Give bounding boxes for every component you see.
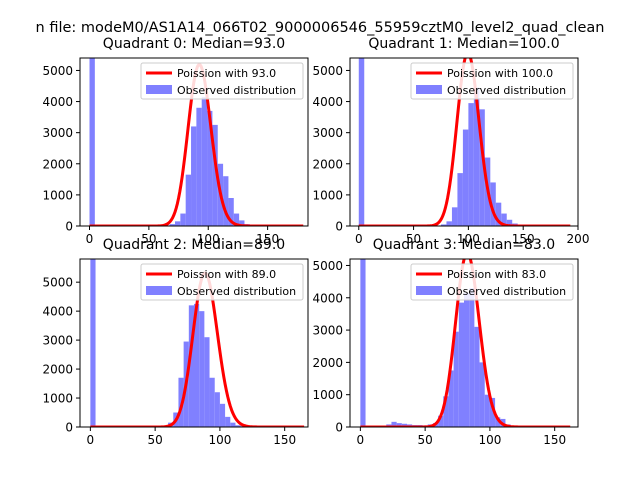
histogram-bar xyxy=(191,126,196,226)
legend-label-observed: Observed distribution xyxy=(177,84,296,97)
histogram-bar xyxy=(360,259,365,427)
histogram-bar xyxy=(180,214,185,226)
legend-label-poisson: Poission with 93.0 xyxy=(177,67,276,80)
y-tick-label: 0 xyxy=(65,220,73,234)
x-tick-label: 150 xyxy=(273,433,296,447)
histogram-bar xyxy=(90,58,95,226)
x-tick-label: 150 xyxy=(543,433,566,447)
x-tick-label: 200 xyxy=(567,232,590,246)
y-tick-label: 2000 xyxy=(312,356,343,370)
legend-patch-observed xyxy=(146,286,172,295)
histogram-bar xyxy=(464,293,469,427)
legend-patch-observed xyxy=(416,286,442,295)
y-tick-label: 2000 xyxy=(312,157,343,171)
histogram-bar xyxy=(463,130,468,226)
histogram-bar xyxy=(199,311,204,427)
subplot-title: Quadrant 0: Median=93.0 xyxy=(103,36,285,52)
x-tick-label: 0 xyxy=(357,433,365,447)
x-tick-label: 50 xyxy=(417,433,432,447)
y-tick-label: 0 xyxy=(335,220,343,234)
legend-patch-observed xyxy=(146,85,172,94)
histogram-bar xyxy=(215,392,220,427)
y-tick-label: 5000 xyxy=(312,259,343,273)
histogram-bar xyxy=(230,423,235,427)
y-tick-label: 3000 xyxy=(42,126,73,140)
figure-suptitle: n file: modeM0/AS1A14_066T02_9000006546_… xyxy=(36,20,605,36)
y-tick-label: 5000 xyxy=(42,276,73,290)
histogram-bar xyxy=(474,327,479,427)
histogram-bar xyxy=(220,404,225,427)
histogram-bar xyxy=(446,221,451,226)
y-tick-label: 1000 xyxy=(312,188,343,202)
histogram-bar xyxy=(175,221,180,226)
y-tick-label: 1000 xyxy=(42,188,73,202)
histogram-bar xyxy=(359,58,364,226)
legend-label-observed: Observed distribution xyxy=(447,84,566,97)
histogram-bar xyxy=(90,259,95,427)
histogram-bar xyxy=(480,362,485,427)
histogram-bar xyxy=(457,173,462,226)
subplot-title: Quadrant 3: Median=83.0 xyxy=(373,237,555,253)
histogram-bar xyxy=(459,303,464,427)
y-tick-label: 4000 xyxy=(42,305,73,319)
histogram-bar xyxy=(210,378,215,427)
histogram-bar xyxy=(468,103,473,226)
histogram-bar xyxy=(196,108,201,226)
legend-label-poisson: Poission with 89.0 xyxy=(177,268,276,281)
legend-label-observed: Observed distribution xyxy=(447,285,566,298)
y-tick-label: 5000 xyxy=(42,64,73,78)
legend-label-poisson: Poission with 100.0 xyxy=(447,67,553,80)
y-tick-label: 4000 xyxy=(42,95,73,109)
x-tick-label: 0 xyxy=(355,232,363,246)
x-tick-label: 0 xyxy=(87,433,95,447)
y-tick-label: 1000 xyxy=(312,388,343,402)
histogram-bar xyxy=(225,417,230,427)
y-tick-label: 4000 xyxy=(312,291,343,305)
histogram-bar xyxy=(186,175,191,226)
x-tick-label: 50 xyxy=(147,433,162,447)
histogram-bar xyxy=(202,97,207,226)
histogram-bar xyxy=(204,337,209,427)
y-tick-label: 3000 xyxy=(312,324,343,338)
y-tick-label: 2000 xyxy=(42,157,73,171)
y-tick-label: 0 xyxy=(335,421,343,435)
histogram-bar xyxy=(452,207,457,226)
y-tick-label: 2000 xyxy=(42,363,73,377)
y-tick-label: 3000 xyxy=(312,126,343,140)
y-tick-label: 5000 xyxy=(312,64,343,78)
legend-label-observed: Observed distribution xyxy=(177,285,296,298)
histogram-bar xyxy=(469,288,474,427)
x-tick-label: 0 xyxy=(86,232,94,246)
legend-patch-observed xyxy=(416,85,442,94)
histogram-bar xyxy=(485,395,490,427)
y-tick-label: 1000 xyxy=(42,392,73,406)
subplot-title: Quadrant 2: Median=89.0 xyxy=(103,237,285,253)
y-tick-label: 4000 xyxy=(312,95,343,109)
x-tick-label: 100 xyxy=(208,433,231,447)
subplot-title: Quadrant 1: Median=100.0 xyxy=(368,36,559,52)
x-tick-label: 100 xyxy=(478,433,501,447)
y-tick-label: 0 xyxy=(65,421,73,435)
legend-label-poisson: Poission with 83.0 xyxy=(447,268,546,281)
y-tick-label: 3000 xyxy=(42,334,73,348)
